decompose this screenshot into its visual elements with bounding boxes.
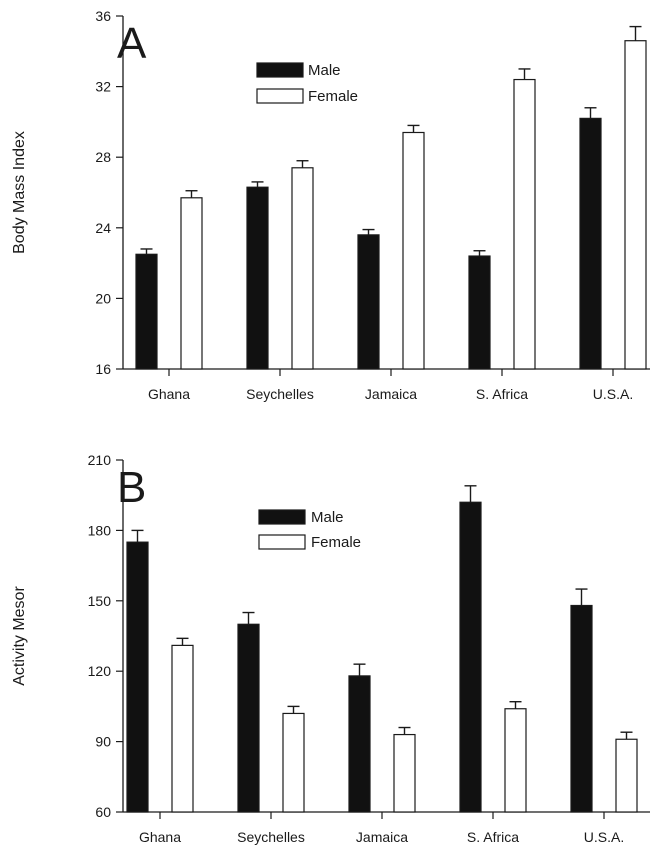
y-axis-label: Body Mass Index — [11, 131, 28, 254]
panel-letter: B — [117, 463, 146, 512]
bar-female-2 — [402, 131, 425, 370]
bar-female-4 — [615, 738, 638, 813]
x-tick-label: Jamaica — [356, 829, 408, 845]
y-tick-label: 60 — [95, 804, 111, 820]
y-axis-label: Activity Mesor — [11, 586, 28, 686]
bar-male-2 — [348, 675, 371, 813]
panel-letter: A — [117, 19, 147, 68]
legend-label-female: Female — [308, 88, 358, 105]
x-tick-label: U.S.A. — [584, 829, 624, 845]
x-tick-label: S. Africa — [467, 829, 519, 845]
bar-male-0 — [126, 541, 149, 813]
y-tick-label: 20 — [95, 290, 111, 306]
legend-swatch-female — [256, 88, 304, 104]
bar-male-3 — [459, 501, 482, 813]
y-tick-label: 28 — [95, 149, 111, 165]
y-tick-label: 90 — [95, 734, 111, 750]
bar-female-0 — [171, 644, 194, 813]
bar-male-4 — [579, 117, 602, 370]
bar-female-3 — [504, 708, 527, 813]
legend-swatch-male — [258, 509, 306, 525]
y-tick-label: 210 — [88, 452, 112, 468]
y-tick-label: 150 — [88, 593, 112, 609]
bar-male-1 — [237, 623, 260, 813]
x-tick-label: U.S.A. — [593, 386, 633, 402]
y-tick-label: 36 — [95, 8, 111, 24]
x-tick-label: Ghana — [139, 829, 181, 845]
y-tick-label: 16 — [95, 361, 111, 377]
x-tick-label: Ghana — [148, 386, 190, 402]
bar-female-3 — [513, 78, 536, 370]
bar-male-0 — [135, 253, 158, 370]
y-tick-label: 32 — [95, 79, 111, 95]
bar-female-4 — [624, 40, 647, 370]
legend-swatch-male — [256, 62, 304, 78]
legend-label-male: Male — [311, 509, 344, 526]
legend-label-male: Male — [308, 62, 341, 79]
y-tick-label: 24 — [95, 220, 111, 236]
panel-a: 16 20 24 28 32 36 Body Mass Index A Ghana Seychel… — [11, 8, 650, 402]
bar-male-1 — [246, 186, 269, 370]
bar-female-1 — [291, 167, 314, 370]
x-tick-label: S. Africa — [476, 386, 528, 402]
y-tick-label: 180 — [88, 522, 112, 538]
x-tick-label: Seychelles — [246, 386, 314, 402]
x-tick-label: Jamaica — [365, 386, 417, 402]
bar-female-1 — [282, 712, 305, 813]
legend-swatch-female — [258, 534, 306, 550]
panel-b: 60 90 120 150 180 210 Activity Mesor B Ghana Seyc… — [11, 452, 650, 845]
bar-male-3 — [468, 255, 491, 370]
bar-male-2 — [357, 234, 380, 370]
bar-male-4 — [570, 604, 593, 813]
y-tick-label: 120 — [88, 663, 112, 679]
legend-label-female: Female — [311, 534, 361, 551]
bar-female-2 — [393, 733, 416, 813]
x-tick-label: Seychelles — [237, 829, 305, 845]
bar-female-0 — [180, 197, 203, 370]
